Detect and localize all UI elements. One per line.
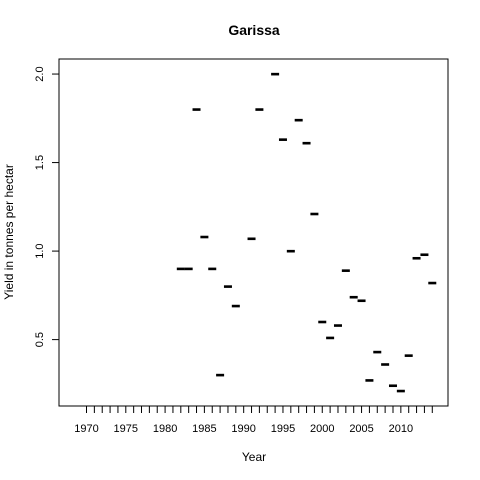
x-tick-label: 1985 — [192, 423, 216, 435]
data-point — [365, 379, 373, 382]
data-point — [373, 351, 381, 354]
data-point — [248, 237, 256, 240]
data-point — [420, 253, 428, 256]
data-point — [287, 250, 295, 253]
data-point — [208, 268, 216, 271]
data-point — [295, 119, 303, 122]
data-point — [193, 108, 201, 111]
data-point — [413, 257, 421, 260]
x-tick-label: 2000 — [310, 423, 334, 435]
y-tick-label: 1.5 — [34, 155, 46, 170]
x-tick-label: 1970 — [74, 423, 98, 435]
data-point — [397, 390, 405, 393]
data-point — [177, 268, 185, 271]
y-tick-label: 2.0 — [34, 66, 46, 81]
data-point — [232, 305, 240, 308]
x-tick-label: 2010 — [389, 423, 413, 435]
data-point — [279, 138, 287, 141]
y-tick-label: 0.5 — [34, 332, 46, 347]
data-point — [318, 321, 326, 324]
x-axis-label: Year — [242, 450, 266, 464]
data-point — [255, 108, 263, 111]
y-tick-label: 1.0 — [34, 243, 46, 258]
y-axis-label: Yield in tonnes per hectar — [2, 164, 16, 300]
data-point — [342, 269, 350, 272]
data-point — [185, 268, 193, 271]
data-point — [358, 299, 366, 302]
data-point — [271, 73, 279, 76]
x-tick-label: 1995 — [271, 423, 295, 435]
x-tick-label: 1975 — [114, 423, 138, 435]
data-point — [224, 285, 232, 288]
data-point — [428, 282, 436, 285]
x-tick-label: 1980 — [153, 423, 177, 435]
data-point — [200, 236, 208, 239]
x-tick-label: 1990 — [231, 423, 255, 435]
data-point — [405, 354, 413, 357]
data-point — [310, 213, 318, 216]
x-tick-label: 2005 — [349, 423, 373, 435]
data-point — [326, 337, 334, 340]
data-point — [303, 142, 311, 145]
data-point — [334, 324, 342, 327]
data-point — [381, 363, 389, 366]
data-point — [389, 384, 397, 387]
data-point — [350, 296, 358, 299]
chart-title: Garissa — [228, 22, 280, 38]
data-point — [216, 374, 224, 377]
